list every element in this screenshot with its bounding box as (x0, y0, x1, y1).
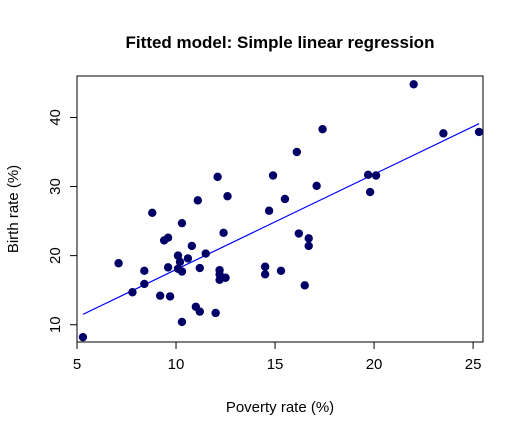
data-point (264, 206, 274, 215)
data-point (304, 241, 313, 251)
x-tick-label: 25 (465, 356, 482, 373)
data-point (128, 288, 137, 297)
y-tick-label: 10 (47, 316, 64, 333)
data-point (318, 125, 327, 134)
fit-line-layer (82, 123, 480, 315)
data-point (193, 196, 203, 205)
points-layer (78, 80, 484, 342)
data-point (213, 172, 222, 182)
data-point (163, 233, 173, 242)
data-point (223, 192, 232, 201)
x-axis: 5 10 15 20 25 (73, 341, 482, 373)
data-point (304, 234, 313, 243)
data-point (292, 147, 302, 157)
data-point (409, 80, 418, 89)
data-point (177, 267, 187, 276)
data-point (474, 127, 484, 137)
regression-line (82, 123, 480, 315)
data-point (280, 194, 290, 204)
data-point (195, 307, 204, 316)
y-tick-label: 30 (47, 178, 64, 195)
data-point (211, 308, 220, 318)
data-point (114, 259, 123, 268)
x-tick-label: 20 (366, 356, 383, 373)
data-point (276, 266, 286, 276)
data-point (365, 187, 375, 197)
data-point (201, 249, 210, 258)
data-point (371, 171, 381, 180)
y-tick-label: 20 (47, 247, 64, 264)
data-point (221, 273, 230, 282)
data-point (294, 229, 304, 238)
x-tick-label: 10 (168, 356, 185, 373)
y-axis-label: Birth rate (%) (5, 165, 22, 253)
data-point (140, 266, 149, 276)
chart-title: Fitted model: Simple linear regression (126, 33, 435, 52)
data-point (140, 279, 149, 289)
data-point (260, 262, 270, 271)
data-point (78, 332, 88, 342)
data-point (363, 170, 373, 179)
data-point (183, 254, 193, 263)
data-point (177, 317, 187, 327)
data-point (312, 181, 321, 191)
data-point (165, 292, 175, 301)
data-point (163, 263, 173, 272)
data-point (187, 241, 197, 251)
data-point (155, 291, 165, 300)
y-axis: 10 20 30 40 (47, 109, 78, 333)
x-axis-label: Poverty rate (%) (226, 399, 334, 416)
data-point (195, 263, 204, 273)
y-tick-label: 40 (47, 109, 64, 126)
x-tick-label: 15 (267, 356, 284, 373)
data-point (175, 257, 185, 267)
data-point (148, 208, 157, 217)
data-point (268, 171, 278, 180)
x-tick-label: 5 (73, 356, 81, 373)
data-point (439, 129, 448, 138)
data-point (300, 281, 309, 290)
plot-frame (76, 75, 484, 343)
data-point (219, 228, 228, 238)
data-point (260, 270, 270, 279)
data-point (177, 218, 187, 228)
